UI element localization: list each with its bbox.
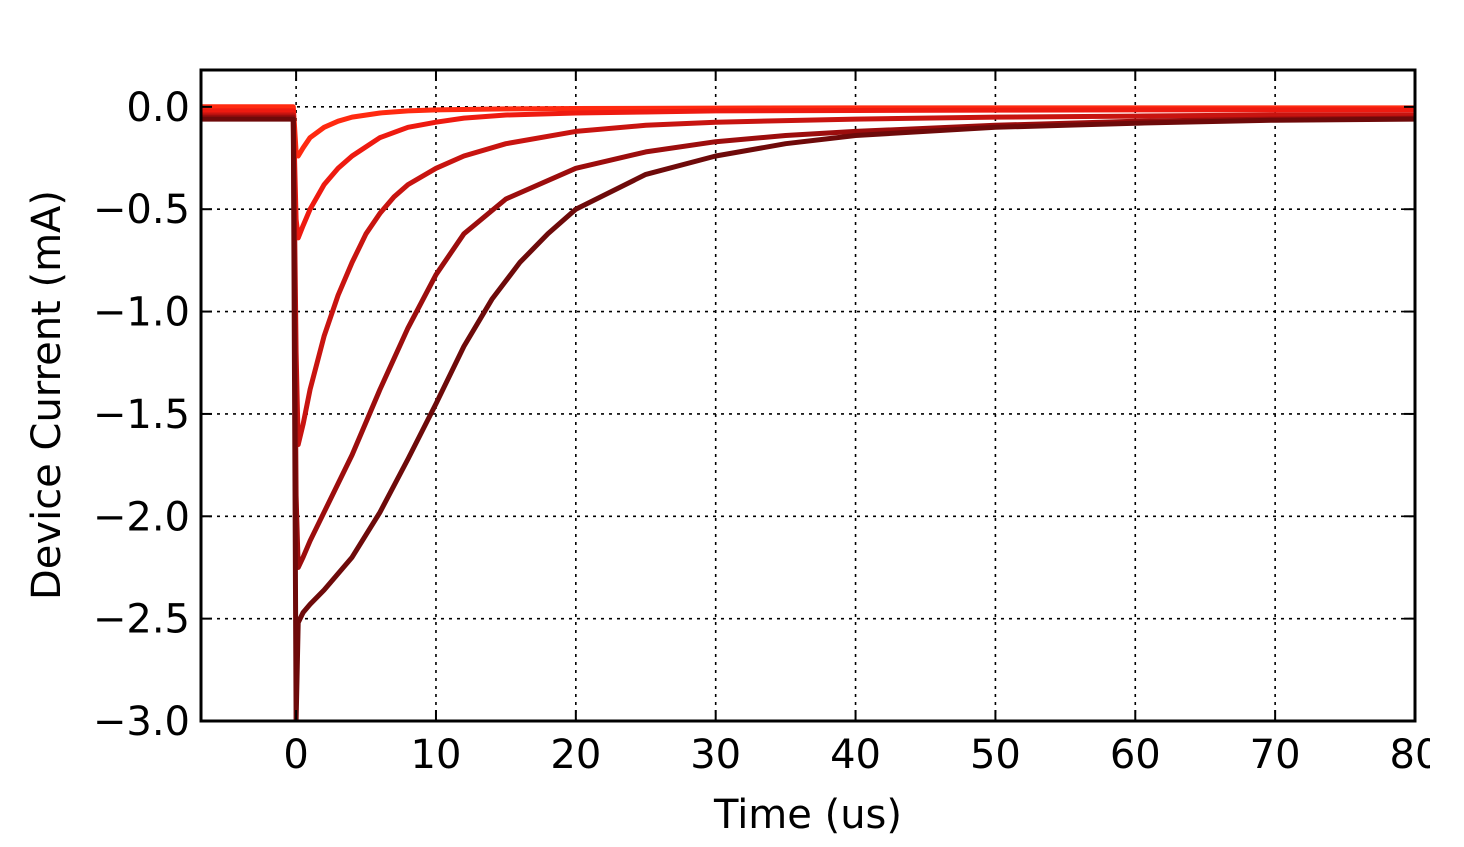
series-layer	[201, 104, 1415, 721]
x-tick-labels: 0 10 20 30 40 50 60 70 80	[283, 732, 1441, 778]
x-tick-label: 80	[1390, 732, 1441, 778]
x-tick-label: 30	[690, 732, 741, 778]
y-tick-label: −1.0	[93, 290, 190, 336]
x-axis-label: Time (us)	[713, 792, 902, 838]
x-tick-label: 60	[1110, 732, 1161, 778]
x-tick-label: 10	[411, 732, 462, 778]
grid	[201, 70, 1415, 721]
y-axis-label: Device Current (mA)	[24, 190, 70, 600]
series-line-5	[201, 116, 1415, 721]
tick-marks	[201, 70, 1416, 722]
plot-frame	[199, 68, 1417, 723]
y-tick-label: −2.0	[93, 494, 190, 540]
y-tick-label: −3.0	[93, 699, 190, 745]
series-line-2	[201, 107, 1415, 241]
series-line-4	[201, 114, 1415, 570]
y-tick-label: −1.5	[93, 392, 190, 438]
y-tick-labels: 0.0 −0.5 −1.0 −1.5 −2.0 −2.5 −3.0	[93, 85, 190, 745]
series-line-3	[201, 112, 1415, 448]
y-tick-label: 0.0	[126, 85, 190, 131]
y-tick-label: −2.5	[93, 597, 190, 643]
x-tick-label: 40	[830, 732, 881, 778]
x-tick-label: 50	[970, 732, 1021, 778]
x-tick-label: 20	[550, 732, 601, 778]
x-tick-label: 70	[1250, 732, 1301, 778]
y-tick-label: −0.5	[93, 187, 190, 233]
x-tick-label: 0	[283, 732, 308, 778]
